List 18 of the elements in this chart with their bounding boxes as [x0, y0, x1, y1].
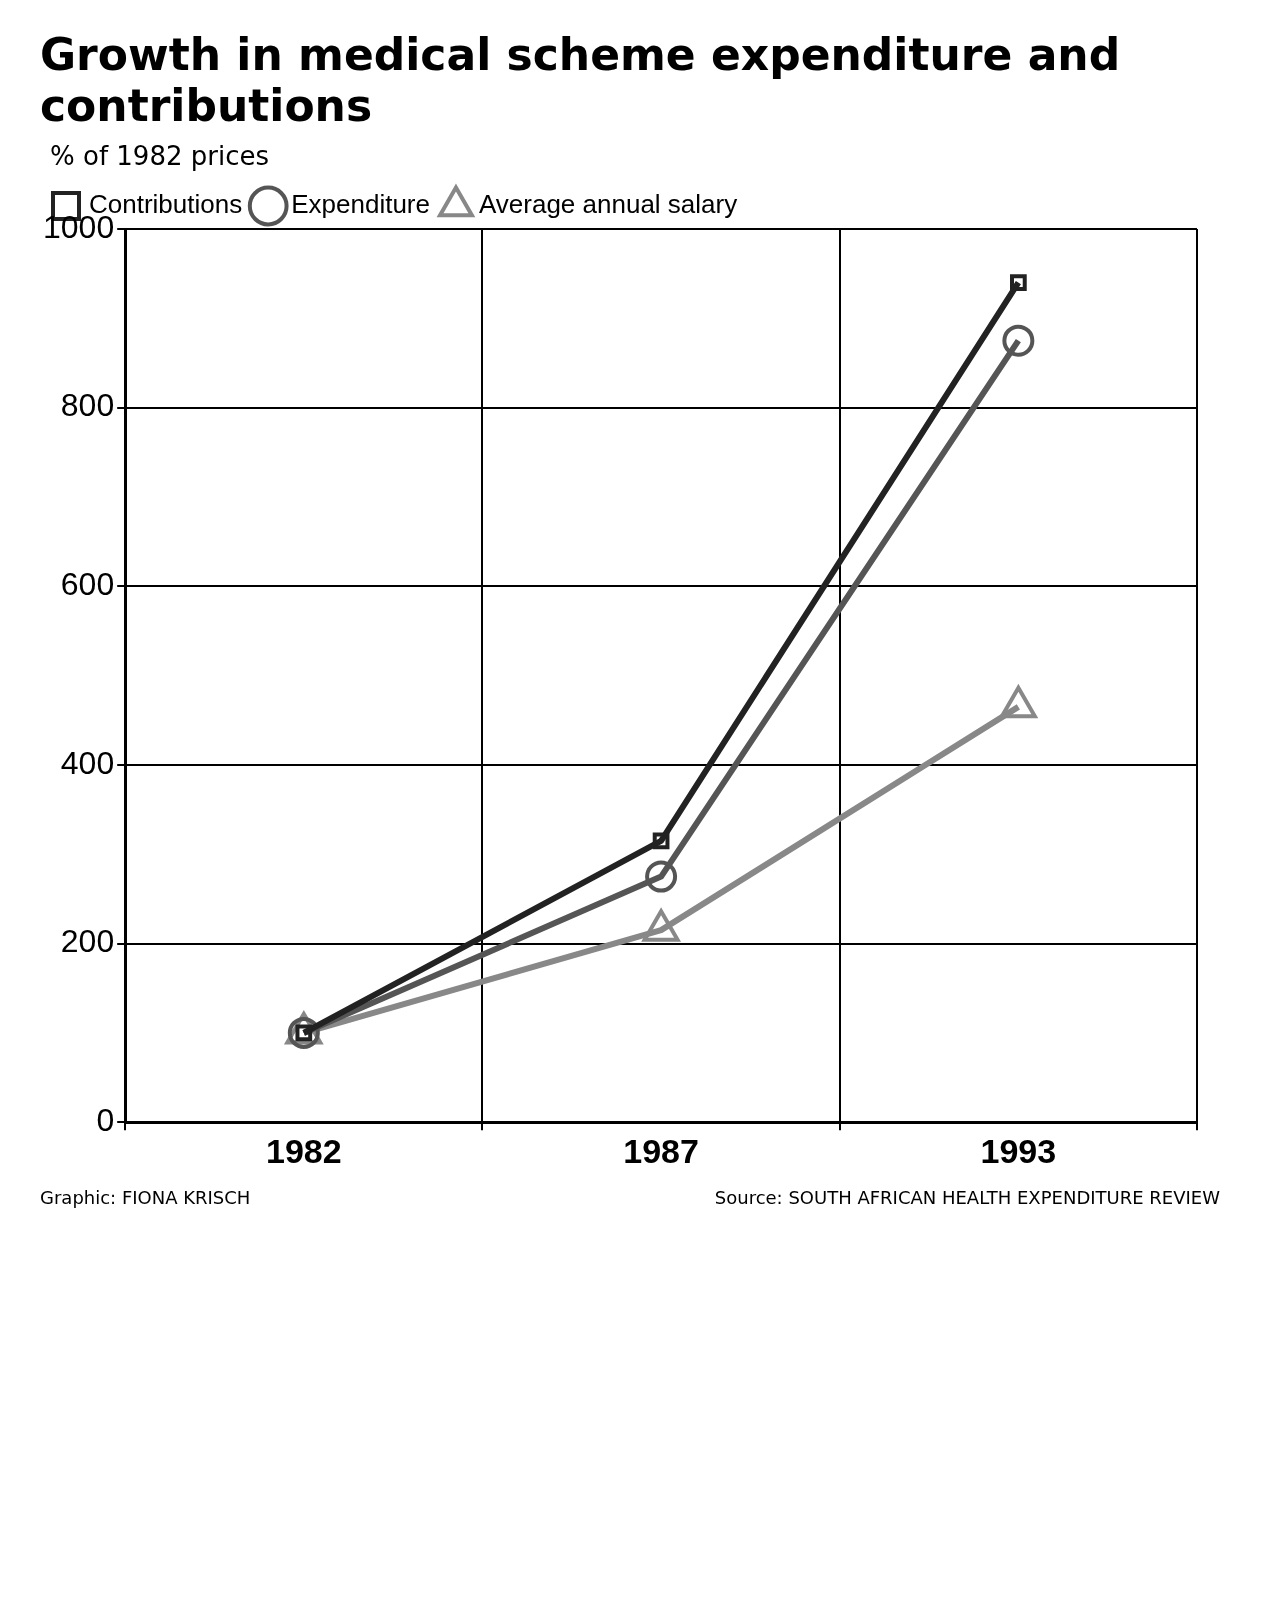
point: [1002, 324, 1035, 357]
y-tick-label: 200: [60, 923, 115, 960]
y-tick-label: 800: [60, 387, 115, 424]
y-tick-label: 400: [60, 744, 115, 781]
point: [1010, 274, 1027, 292]
text: Graphic: FIONA KRISCH: [40, 1187, 251, 1209]
y-tick-label: 600: [60, 566, 115, 603]
point: [652, 832, 670, 850]
legend-label: Expenditure: [291, 189, 430, 220]
point: [645, 860, 678, 893]
chart-title: Growth in medical scheme expenditure and contributions: [40, 29, 1122, 132]
legend-label: Average annual salary: [478, 189, 738, 220]
x-tick-label: 1993: [980, 1132, 1057, 1171]
y-tick-label: 0: [96, 1102, 115, 1139]
y-axis-title: % of 1982 prices: [50, 141, 270, 172]
x-tick-label: 1982: [266, 1132, 342, 1171]
source-note: Source: SOUTH AFRICAN HEALTH EXPENDITURE REVIEW: [714, 1187, 1220, 1209]
x-tick-label: 1987: [623, 1132, 699, 1171]
